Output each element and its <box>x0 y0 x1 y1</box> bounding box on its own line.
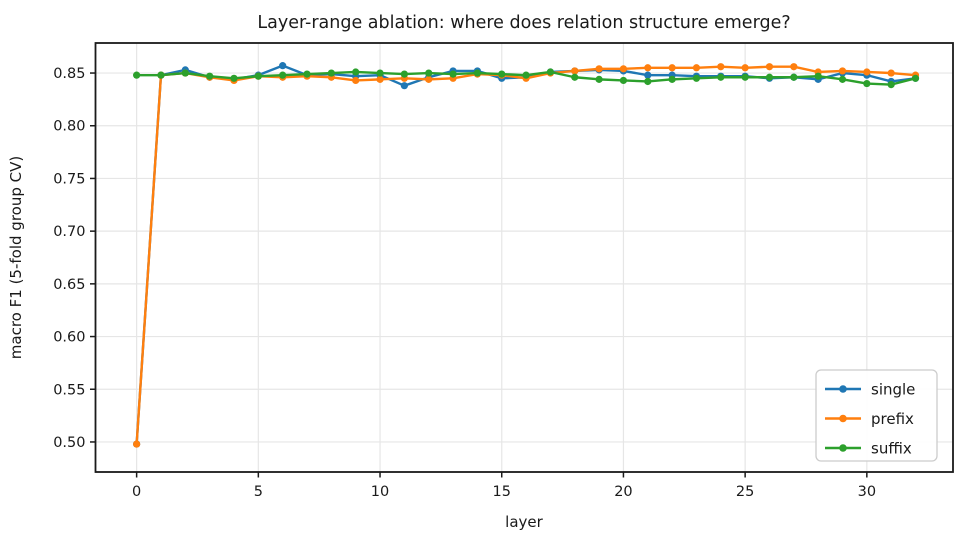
series-suffix-marker <box>157 71 165 79</box>
series-prefix-marker <box>644 64 652 72</box>
series-suffix-marker <box>644 77 652 86</box>
legend-sample-marker <box>839 444 847 452</box>
series-suffix-marker <box>425 69 433 77</box>
chart-title: Layer-range ablation: where does relatio… <box>257 13 790 33</box>
series-suffix-marker <box>376 69 384 77</box>
series-suffix-marker <box>790 73 798 81</box>
series-suffix-marker <box>619 76 628 85</box>
x-tick-label: 30 <box>858 484 876 500</box>
plot-border <box>94 42 954 473</box>
x-tick-label: 20 <box>614 484 632 500</box>
x-tick-label: 10 <box>371 484 389 500</box>
series-prefix-marker <box>838 67 847 75</box>
series-suffix-marker <box>400 70 408 78</box>
legend-label: single <box>871 381 915 399</box>
series-single-marker <box>279 62 287 70</box>
series-suffix-marker <box>522 71 530 79</box>
series-suffix-marker <box>546 68 555 76</box>
y-tick-label: 0.75 <box>53 171 85 187</box>
series-single-line <box>135 64 917 446</box>
series-suffix-marker <box>303 70 311 78</box>
y-tick-label: 0.50 <box>53 435 85 451</box>
series-single-marker <box>644 71 652 79</box>
series-prefix-marker <box>571 67 579 75</box>
series-suffix-marker <box>838 75 847 83</box>
series-prefix-marker <box>765 63 774 71</box>
y-axis-label: macro F1 (5-fold group CV) <box>7 156 25 359</box>
series-suffix-marker <box>863 79 871 88</box>
series-prefix-marker <box>668 64 676 72</box>
series-suffix-marker <box>449 70 457 78</box>
y-tick-label: 0.60 <box>53 330 85 346</box>
series-suffix-marker <box>741 73 749 81</box>
series-layer <box>133 62 920 448</box>
series-prefix-marker <box>717 63 725 71</box>
series-prefix-marker <box>595 65 603 73</box>
series-prefix-marker <box>790 63 798 71</box>
series-suffix-marker <box>571 73 579 81</box>
series-prefix-marker <box>741 64 749 72</box>
series-prefix-marker <box>133 440 141 448</box>
series-suffix-marker <box>668 75 676 83</box>
series-prefix-line <box>135 65 917 446</box>
x-axis-label: layer <box>505 513 543 531</box>
tick-labels: 0 5 10 15 20 25 30 0.50 0.55 0.60 0.65 0.70 0.75 0.80… <box>53 66 876 500</box>
series-suffix-marker <box>279 71 287 79</box>
series-prefix-marker <box>352 76 360 85</box>
series-prefix-marker <box>692 64 701 72</box>
series-suffix-marker <box>230 74 238 82</box>
legend-box <box>815 369 938 462</box>
y-tick-label: 0.80 <box>53 119 85 135</box>
series-suffix-marker <box>206 72 214 80</box>
series-prefix-marker <box>619 65 628 73</box>
series-suffix-marker <box>181 69 189 77</box>
legend-label: suffix <box>871 440 912 458</box>
grid-lines <box>95 43 953 472</box>
series-suffix-marker <box>133 71 141 79</box>
series-prefix-marker <box>376 75 384 83</box>
series-suffix-marker <box>765 73 774 81</box>
x-tick-label: 15 <box>493 484 511 500</box>
series-prefix-marker <box>863 68 871 76</box>
x-tick-label: 25 <box>736 484 754 500</box>
y-tick-label: 0.70 <box>53 224 85 240</box>
series-suffix-marker <box>352 68 360 76</box>
series-suffix-marker <box>595 75 603 83</box>
legend-sample-marker <box>839 414 847 423</box>
legend: single prefix suffix <box>815 369 938 462</box>
series-suffix-marker <box>473 69 481 77</box>
series-suffix-marker <box>498 70 506 78</box>
series-prefix-marker <box>887 69 895 77</box>
legend-label: prefix <box>871 410 914 428</box>
series-suffix-marker <box>887 81 895 89</box>
legend-sample-marker <box>839 385 847 393</box>
series-prefix-marker <box>425 75 433 83</box>
series-suffix-marker <box>692 74 701 82</box>
series-suffix-marker <box>911 74 920 82</box>
series-single-marker <box>400 82 408 90</box>
y-tick-label: 0.65 <box>53 277 85 293</box>
y-tick-label: 0.55 <box>53 382 85 398</box>
series-suffix-marker <box>717 73 725 81</box>
series-suffix-marker <box>327 69 335 77</box>
axes-layer <box>90 42 954 478</box>
x-tick-label: 5 <box>254 484 263 500</box>
series-suffix-marker <box>814 72 822 80</box>
y-tick-label: 0.85 <box>53 66 85 82</box>
series-suffix-marker <box>254 72 262 80</box>
x-tick-label: 0 <box>132 484 141 500</box>
